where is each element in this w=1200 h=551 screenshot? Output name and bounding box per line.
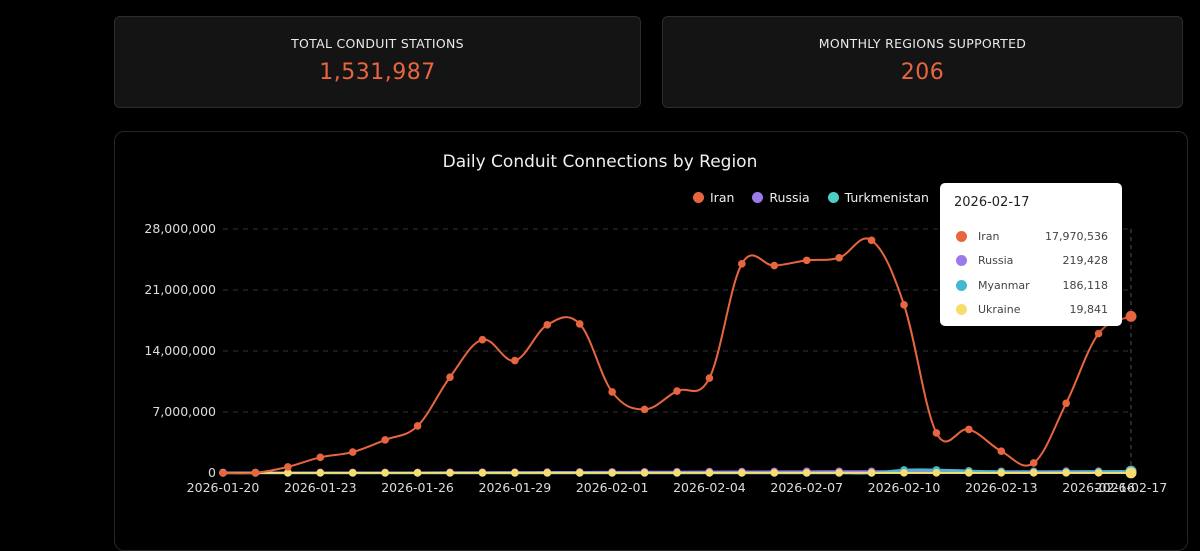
series-dot-icon [956, 279, 967, 291]
tooltip-row: Myanmar 186,118 [954, 273, 1108, 298]
tooltip-row: Ukraine 19,841 [954, 298, 1108, 323]
series-dot-icon [956, 255, 967, 267]
legend-dot-icon [752, 192, 764, 203]
legend-item-turkmenistan[interactable]: Turkmenistan [827, 190, 929, 205]
svg-text:2026-02-17: 2026-02-17 [1095, 480, 1168, 495]
chart-title: Daily Conduit Connections by Region [442, 152, 758, 172]
tooltip-series-value: 186,118 [1062, 278, 1109, 292]
svg-text:2026-01-29: 2026-01-29 [479, 480, 552, 495]
chart-tooltip: 2026-02-17 Iran 17,970,536 Russia 219,42… [940, 183, 1122, 326]
svg-text:2026-02-07: 2026-02-07 [770, 480, 843, 495]
legend-item-russia[interactable]: Russia [752, 190, 810, 205]
tooltip-date: 2026-02-17 [954, 195, 1030, 210]
legend-label: Turkmenistan [844, 190, 929, 205]
tooltip-series-name: Myanmar [978, 278, 1030, 292]
stat-label: TOTAL CONDUIT STATIONS [291, 36, 464, 51]
monthly-regions-card: MONTHLY REGIONS SUPPORTED 206 [662, 16, 1183, 108]
svg-text:2026-01-20: 2026-01-20 [187, 480, 260, 495]
svg-text:2026-02-10: 2026-02-10 [868, 480, 941, 495]
legend-dot-icon [827, 192, 839, 203]
series-dot-icon [956, 304, 967, 316]
tooltip-series-value: 219,428 [1062, 254, 1109, 268]
tooltip-series-name: Russia [978, 254, 1014, 268]
svg-text:0: 0 [208, 465, 216, 480]
svg-text:2026-02-16: 2026-02-16 [1062, 480, 1135, 495]
tooltip-row: Russia 219,428 [954, 249, 1108, 274]
svg-text:21,000,000: 21,000,000 [144, 282, 216, 297]
line-chart-plot[interactable]: 0 7,000,000 14,000,000 21,000,000 28,000,000… [0, 0, 1200, 530]
tooltip-series-value: 19,841 [1069, 303, 1109, 317]
series-dot-icon [956, 230, 967, 242]
svg-text:2026-02-01: 2026-02-01 [576, 480, 649, 495]
legend-label: Russia [769, 190, 810, 205]
svg-text:2026-02-04: 2026-02-04 [673, 480, 746, 495]
svg-text:2026-01-26: 2026-01-26 [381, 480, 454, 495]
legend-dot-icon [693, 192, 704, 203]
svg-text:7,000,000: 7,000,000 [152, 404, 216, 419]
tooltip-row: Iran 17,970,536 [954, 224, 1108, 249]
svg-text:2026-01-23: 2026-01-23 [284, 480, 357, 495]
stat-label: MONTHLY REGIONS SUPPORTED [818, 36, 1027, 51]
svg-text:28,000,000: 28,000,000 [144, 221, 216, 236]
svg-text:14,000,000: 14,000,000 [144, 343, 216, 358]
tooltip-series-name: Ukraine [978, 303, 1021, 317]
tooltip-series-value: 17,970,536 [1045, 229, 1108, 243]
stat-value: 206 [900, 60, 945, 85]
stat-value: 1,531,987 [319, 60, 436, 85]
legend-item-iran[interactable]: Iran [693, 190, 734, 205]
tooltip-series-name: Iran [978, 229, 1000, 243]
total-stations-card: TOTAL CONDUIT STATIONS 1,531,987 [114, 16, 641, 108]
chart-legend: Iran Russia Turkmenistan [693, 190, 929, 205]
legend-label: Iran [710, 190, 735, 205]
svg-text:2026-02-13: 2026-02-13 [965, 480, 1038, 495]
